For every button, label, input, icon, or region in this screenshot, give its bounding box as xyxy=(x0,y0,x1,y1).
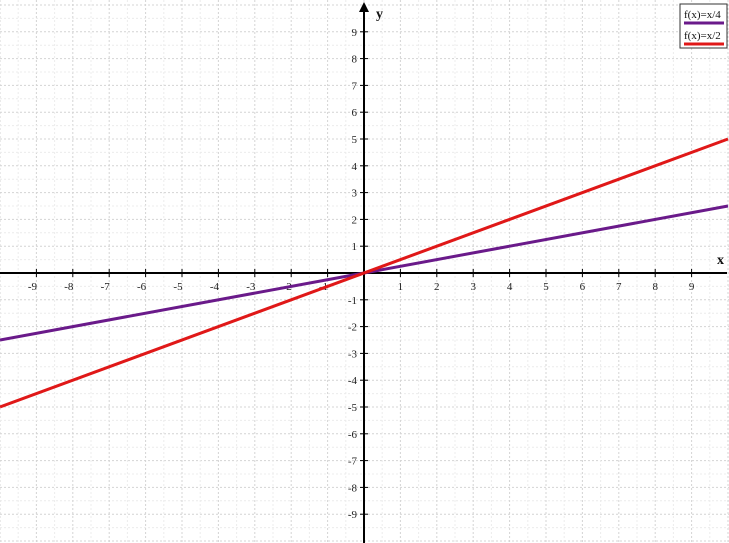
series-line-1 xyxy=(0,137,729,409)
y-tick-label: -3 xyxy=(348,348,358,360)
y-tick-label: 4 xyxy=(352,161,358,173)
x-tick-label: 5 xyxy=(543,281,549,293)
y-tick-label: -5 xyxy=(348,402,358,414)
y-tick-label: -7 xyxy=(348,456,358,468)
x-tick-label: 8 xyxy=(652,281,658,293)
series-lines xyxy=(0,137,729,409)
y-tick-label: -1 xyxy=(348,295,357,307)
legend-box xyxy=(679,3,728,49)
y-tick-label: 1 xyxy=(352,241,358,253)
legend: f(x)=x/4 f(x)=x/2 xyxy=(679,3,728,49)
y-tick-label: -9 xyxy=(348,509,358,521)
x-tick-label: 4 xyxy=(507,281,513,293)
y-tick-label: 2 xyxy=(352,214,358,226)
x-tick-label: 9 xyxy=(689,281,695,293)
x-tick-label: -9 xyxy=(28,281,38,293)
x-tick-label: -5 xyxy=(173,281,183,293)
y-axis-label: y xyxy=(376,7,383,22)
y-tick-label: -2 xyxy=(348,322,357,334)
x-tick-label: 3 xyxy=(470,281,476,293)
tick-labels: -9 -8 -7 -6 -5 -4 -3 -2 -1 1 2 3 4 5 6 7 8 9 -9 -8 -7 -6 -5 -4 -… xyxy=(28,27,695,521)
y-tick-label: 6 xyxy=(352,107,358,119)
x-tick-label: -4 xyxy=(210,281,220,293)
legend-label-0: f(x)=x/4 xyxy=(684,9,721,21)
y-tick-label: 8 xyxy=(352,54,358,66)
y-axis-arrow xyxy=(359,2,369,12)
x-tick-label: 6 xyxy=(580,281,586,293)
x-tick-label: 1 xyxy=(398,281,404,293)
x-tick-label: -3 xyxy=(246,281,256,293)
y-tick-label: 7 xyxy=(352,80,358,92)
y-tick-label: 9 xyxy=(352,27,358,39)
y-tick-label: 5 xyxy=(352,134,358,146)
y-tick-label: -8 xyxy=(348,482,358,494)
x-tick-label: -7 xyxy=(101,281,111,293)
x-axis-label: x xyxy=(717,253,724,268)
y-tick-label: -6 xyxy=(348,429,358,441)
x-tick-label: -8 xyxy=(64,281,74,293)
legend-label-1: f(x)=x/2 xyxy=(684,30,721,42)
y-tick-label: -4 xyxy=(348,375,358,387)
x-tick-label: -6 xyxy=(137,281,147,293)
x-tick-label: 7 xyxy=(616,281,622,293)
x-tick-label: 2 xyxy=(434,281,440,293)
y-tick-label: 3 xyxy=(352,188,358,200)
